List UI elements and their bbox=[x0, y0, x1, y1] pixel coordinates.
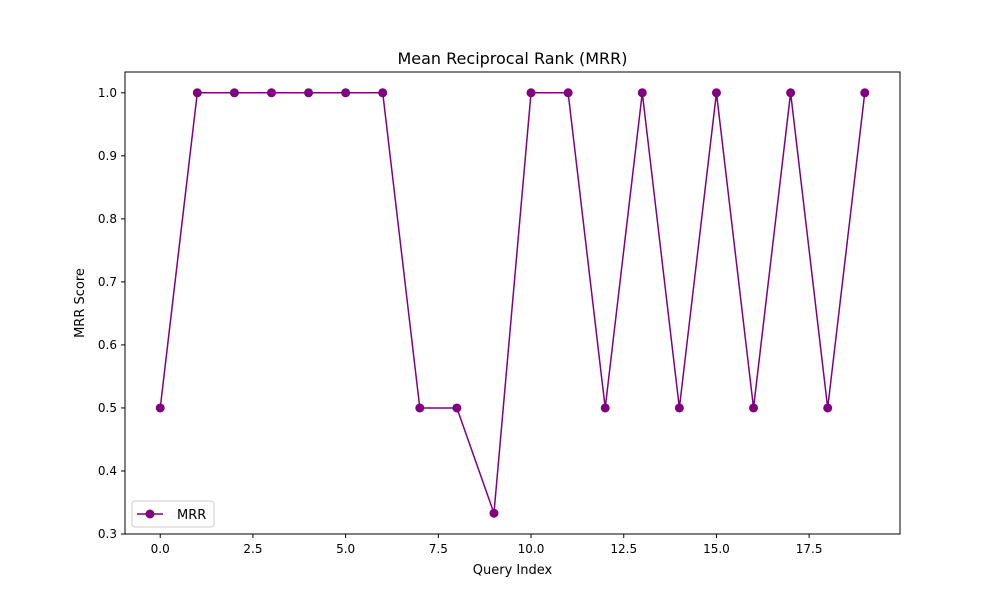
data-point bbox=[674, 403, 684, 413]
data-point bbox=[266, 88, 276, 98]
x-tick-label: 15.0 bbox=[703, 542, 730, 556]
x-tick-label: 12.5 bbox=[610, 542, 637, 556]
x-tick-label: 10.0 bbox=[518, 542, 545, 556]
chart-title: Mean Reciprocal Rank (MRR) bbox=[397, 49, 627, 68]
data-point bbox=[749, 403, 759, 413]
data-point bbox=[452, 403, 462, 413]
x-tick-label: 0.0 bbox=[151, 542, 170, 556]
data-point bbox=[341, 88, 351, 98]
data-point bbox=[378, 88, 388, 98]
legend-box bbox=[131, 500, 215, 528]
legend-label-mrr: MRR bbox=[177, 508, 206, 523]
data-point bbox=[489, 508, 499, 518]
y-axis-title: MRR Score bbox=[73, 268, 88, 338]
data-point bbox=[415, 403, 425, 413]
data-point bbox=[192, 88, 202, 98]
data-point bbox=[786, 88, 796, 98]
series-layer bbox=[155, 88, 870, 518]
y-tick-label: 0.7 bbox=[98, 275, 117, 289]
y-tick-label: 0.5 bbox=[98, 401, 117, 415]
data-point bbox=[155, 403, 165, 413]
x-tick-label: 17.5 bbox=[796, 542, 823, 556]
data-point bbox=[304, 88, 314, 98]
series-line-mrr bbox=[159, 92, 866, 514]
data-point bbox=[637, 88, 647, 98]
plot-frame bbox=[124, 71, 901, 535]
legend-marker-swatch bbox=[145, 509, 155, 519]
data-point bbox=[711, 88, 721, 98]
data-point bbox=[229, 88, 239, 98]
x-tick-label: 7.5 bbox=[429, 542, 448, 556]
data-point bbox=[860, 88, 870, 98]
y-tick-label: 0.9 bbox=[98, 149, 117, 163]
y-tick-label: 0.3 bbox=[98, 527, 117, 541]
y-tick-label: 0.8 bbox=[98, 212, 117, 226]
data-point bbox=[563, 88, 573, 98]
data-point bbox=[600, 403, 610, 413]
y-axis-ticks: 0.3 0.4 0.5 0.6 0.7 0.8 0.9 1.0 bbox=[98, 86, 125, 541]
y-tick-label: 0.4 bbox=[98, 464, 117, 478]
x-tick-label: 2.5 bbox=[243, 542, 262, 556]
y-tick-label: 1.0 bbox=[98, 86, 117, 100]
x-axis-title: Query Index bbox=[473, 563, 553, 578]
data-point bbox=[823, 403, 833, 413]
x-tick-label: 5.0 bbox=[336, 542, 355, 556]
data-point bbox=[526, 88, 536, 98]
x-axis-ticks: 0.0 2.5 5.0 7.5 10.0 12.5 15.0 17.5 bbox=[151, 534, 823, 556]
y-tick-label: 0.6 bbox=[98, 338, 117, 352]
legend: MRR bbox=[131, 500, 215, 528]
